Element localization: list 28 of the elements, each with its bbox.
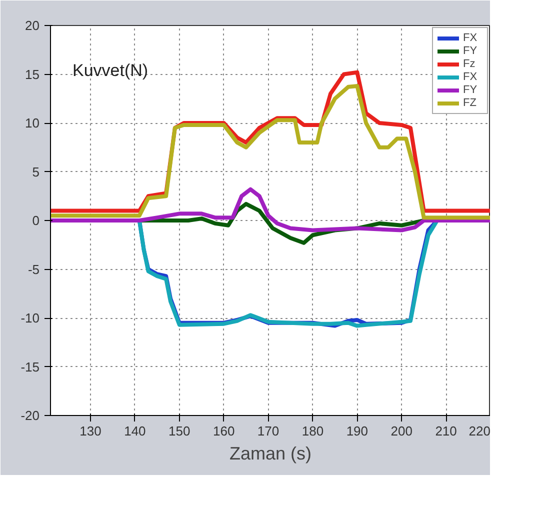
x-tick-label: 140	[124, 424, 146, 438]
y-tick-label: 5	[32, 164, 40, 180]
x-tick-label: 160	[212, 424, 235, 438]
x-tick-label: 210	[435, 424, 457, 438]
x-tick-label: 190	[346, 424, 368, 438]
y-tick-label: 20	[25, 18, 40, 33]
y-tick-label: -20	[20, 408, 40, 423]
legend-label: FY	[463, 45, 478, 57]
legend-label: FY	[463, 84, 478, 96]
legend-label: FX	[463, 32, 478, 44]
x-tick-label: 150	[168, 424, 190, 438]
y-axis-title: Kuvvet(N)	[72, 61, 148, 80]
y-tick-label: -15	[20, 359, 40, 374]
y-tick-label: 10	[25, 116, 40, 130]
x-tick-label: 220	[468, 424, 491, 438]
x-axis-title: Zaman (s)	[229, 444, 312, 464]
legend-label: FX	[463, 71, 478, 83]
y-tick-label: -5	[28, 262, 40, 277]
y-tick-label: 15	[25, 66, 40, 82]
line-series	[50, 187, 490, 232]
y-tick-label: -10	[20, 310, 40, 326]
x-tick-label: 170	[257, 424, 280, 438]
x-tick-label: 180	[302, 424, 324, 438]
legend-label: FZ	[463, 97, 478, 109]
legend-label: Fz	[463, 58, 476, 70]
x-tick-label: 200	[390, 424, 412, 438]
y-tick-label: 0	[32, 213, 40, 228]
x-tick-label: 130	[80, 424, 102, 438]
